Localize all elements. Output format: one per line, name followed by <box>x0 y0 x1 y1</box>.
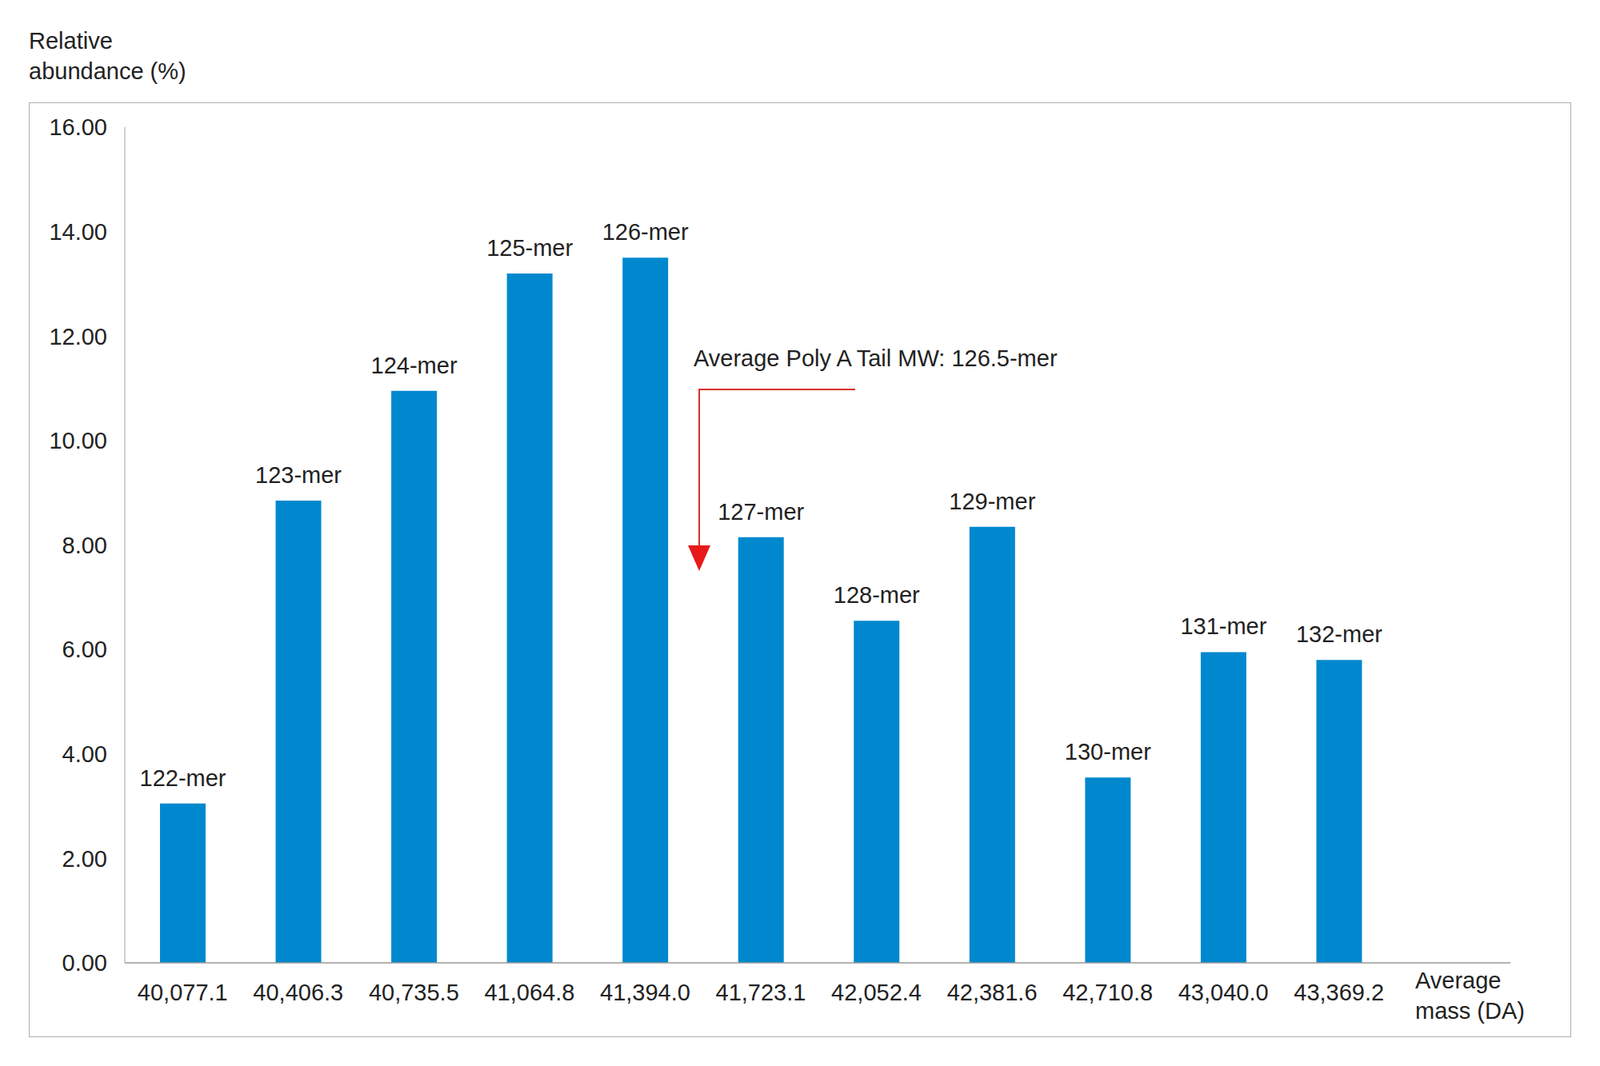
svg-text:124-mer: 124-mer <box>371 352 458 379</box>
svg-text:12.00: 12.00 <box>48 324 108 350</box>
html-text:mass (DA): mass (DA) <box>1415 998 1525 1024</box>
svg-text:41,394.0: 41,394.0 <box>600 980 691 1006</box>
svg-text:6.00: 6.00 <box>62 636 108 663</box>
svg-text:131-mer: 131-mer <box>1180 613 1267 640</box>
svg-text:127-mer: 127-mer <box>717 499 804 525</box>
svg-text:130-mer: 130-mer <box>1064 739 1152 765</box>
svg-text:0.00: 0.00 <box>62 950 108 976</box>
html-text:Average: Average <box>1415 968 1502 994</box>
svg-text:40,735.5: 40,735.5 <box>368 980 460 1006</box>
svg-text:14.00: 14.00 <box>48 219 108 245</box>
svg-text:16.00: 16.00 <box>48 114 108 140</box>
svg-text:128-mer: 128-mer <box>833 582 920 608</box>
svg-text:8.00: 8.00 <box>62 532 108 559</box>
html-text:abundance (%): abundance (%) <box>28 58 187 84</box>
svg-text:132-mer: 132-mer <box>1296 621 1383 648</box>
svg-text:42,052.4: 42,052.4 <box>831 980 922 1006</box>
svg-text:43,369.2: 43,369.2 <box>1293 980 1384 1006</box>
svg-text:40,406.3: 40,406.3 <box>252 980 344 1006</box>
svg-text:123-mer: 123-mer <box>255 462 342 488</box>
svg-text:2.00: 2.00 <box>62 846 108 872</box>
svg-text:41,064.8: 41,064.8 <box>484 980 575 1006</box>
svg-text:42,710.8: 42,710.8 <box>1062 980 1153 1006</box>
svg-text:43,040.0: 43,040.0 <box>1178 980 1269 1006</box>
svg-text:41,723.1: 41,723.1 <box>716 980 807 1006</box>
svg-text:129-mer: 129-mer <box>948 488 1036 515</box>
html-text:Relative: Relative <box>28 28 113 54</box>
svg-text:122-mer: 122-mer <box>140 765 227 792</box>
svg-text:4.00: 4.00 <box>62 741 108 768</box>
svg-text:40,077.1: 40,077.1 <box>137 980 228 1006</box>
svg-text:42,381.6: 42,381.6 <box>947 980 1038 1006</box>
svg-text:10.00: 10.00 <box>48 428 108 454</box>
svg-text:125-mer: 125-mer <box>486 235 573 261</box>
html-text:Average Poly A Tail MW: 126.5-: Average Poly A Tail MW: 126.5-mer <box>693 345 1058 372</box>
svg-text:126-mer: 126-mer <box>602 219 689 245</box>
